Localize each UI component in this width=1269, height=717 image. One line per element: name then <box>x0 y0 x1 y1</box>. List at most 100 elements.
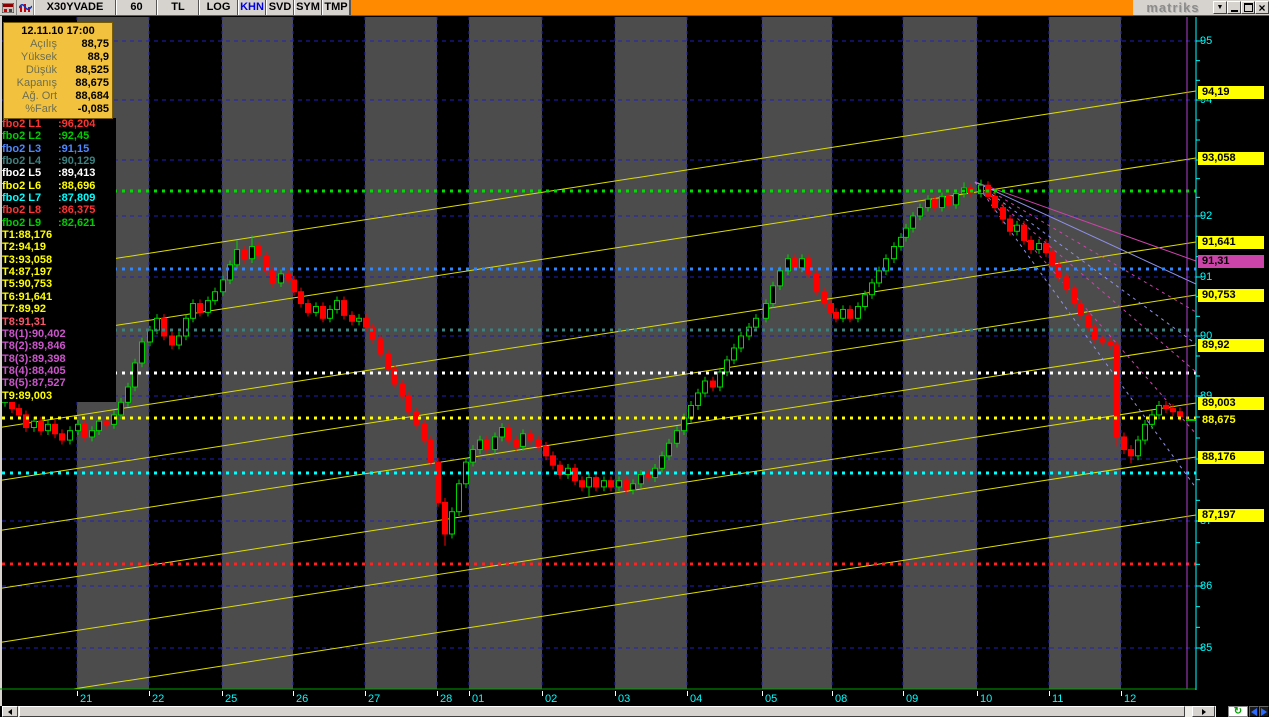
legend-value: :91,15 <box>58 142 90 155</box>
candle-body <box>883 258 889 272</box>
candle-body <box>67 430 73 441</box>
candle-body <box>449 511 455 535</box>
legend-row-trend: T3:93,058 <box>2 253 116 267</box>
scroll-right-button[interactable] <box>1192 706 1215 717</box>
candle-body <box>421 423 427 441</box>
system-menu-icon[interactable] <box>0 0 17 15</box>
refresh-button[interactable]: ↻ <box>1228 706 1248 717</box>
candle-body <box>638 474 644 485</box>
nav-previous-button[interactable] <box>1249 706 1259 717</box>
currency-button[interactable]: TL <box>157 0 199 15</box>
legend-value: :87,809 <box>58 192 96 205</box>
candle-body <box>385 353 391 370</box>
candle-body <box>1177 411 1183 417</box>
candle-body <box>659 455 665 469</box>
tmp-button[interactable]: TMP <box>322 0 350 15</box>
candle-body <box>197 303 203 313</box>
log-scale-button[interactable]: LOG <box>199 0 238 15</box>
price-axis-label: 86 <box>1200 580 1213 592</box>
sym-button[interactable]: SYM <box>294 0 322 15</box>
arrow-right-icon <box>1201 708 1206 715</box>
candle-body <box>550 455 556 466</box>
change-value: -0,085 <box>77 103 109 115</box>
candle-body <box>111 414 117 425</box>
triangle-left-icon <box>1251 707 1257 716</box>
candle-body <box>263 255 269 272</box>
candle-body <box>593 477 599 488</box>
date-axis-label: 01 <box>472 693 485 705</box>
legend-label: fbo2 L8 <box>2 204 42 217</box>
nav-next-button[interactable] <box>1259 706 1269 717</box>
candle-body <box>249 246 255 260</box>
candle-body <box>392 368 398 385</box>
candle-body <box>154 317 160 331</box>
symbol-field[interactable]: X30YVADE <box>34 0 116 15</box>
candle-body <box>270 270 276 284</box>
candle-body <box>833 311 839 319</box>
svd-button[interactable]: SVD <box>266 0 294 15</box>
legend-value: :89,413 <box>58 167 96 180</box>
window-menu-button[interactable]: ▼ <box>1213 1 1227 14</box>
candle-body <box>1007 218 1013 232</box>
candle-body <box>770 285 776 305</box>
minimize-button[interactable] <box>1227 1 1241 14</box>
chart-type-icon[interactable] <box>17 0 34 15</box>
period-field[interactable]: 60 <box>116 0 157 15</box>
candle-body <box>1014 224 1020 232</box>
date-axis-label: 12 <box>1124 693 1137 705</box>
candle-body <box>572 467 578 482</box>
date-axis-label: 22 <box>152 693 165 705</box>
price-axis-label: 85 <box>1200 642 1213 654</box>
candle-body <box>753 317 759 328</box>
candle-body <box>298 291 304 305</box>
candle-body <box>82 423 88 438</box>
candle-body <box>565 467 571 475</box>
legend-value: :88,696 <box>58 179 96 192</box>
candle-body <box>285 273 291 281</box>
candle-body <box>978 184 984 195</box>
candle-body <box>341 300 347 316</box>
candle-body <box>847 308 853 319</box>
t8-fan-line-T8-med <box>974 181 1196 285</box>
candle-body <box>256 246 262 257</box>
date-axis-tick <box>977 691 978 696</box>
scroll-left-button[interactable] <box>2 706 18 717</box>
legend-row-trend: T2:94,19 <box>2 241 116 254</box>
day-stripe <box>222 17 293 689</box>
date-axis-label: 26 <box>296 693 309 705</box>
legend-row-trend: T8:91,31 <box>2 315 116 328</box>
candle-body <box>630 483 636 491</box>
day-stripe <box>1049 17 1121 689</box>
day-stripe <box>365 17 437 689</box>
indicator-legend: fbo2 L1:96,204 fbo2 L2:92,45 fbo2 L3:91,15… <box>2 118 116 402</box>
candle-body <box>645 474 651 479</box>
candle-body <box>586 477 592 488</box>
candle-body <box>666 442 672 457</box>
date-axis-tick <box>903 691 904 696</box>
arrow-left-icon <box>8 708 12 715</box>
candle-body <box>777 270 783 287</box>
date-axis-label: 02 <box>545 693 558 705</box>
restore-button[interactable] <box>1241 1 1255 14</box>
candle-body <box>104 420 110 425</box>
candle-body <box>623 480 629 491</box>
candle-body <box>862 294 868 308</box>
legend-row-trend: T8(3):89,398 <box>2 352 116 365</box>
candle-body <box>442 501 448 535</box>
candle-body <box>1056 264 1062 278</box>
candle-body <box>456 483 462 513</box>
khn-button[interactable]: KHN <box>238 0 266 15</box>
price-level-badge: 89,92 <box>1198 339 1264 352</box>
date-axis-tick <box>832 691 833 696</box>
legend-label: fbo2 L6 <box>2 179 42 192</box>
legend-row-fbo2: fbo2 L7:87,809 <box>2 192 116 205</box>
candle-body <box>75 423 81 432</box>
legend-row-fbo2: fbo2 L2:92,45 <box>2 130 116 143</box>
candle-body <box>212 291 218 302</box>
legend-row-fbo2: fbo2 L9:82,621 <box>2 216 116 230</box>
candle-body <box>190 303 196 319</box>
candle-body <box>169 335 175 346</box>
scrollbar-thumb[interactable] <box>19 706 1185 717</box>
candle-body <box>305 303 311 313</box>
